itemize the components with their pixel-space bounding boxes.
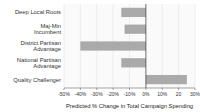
category-label: Quality Challenger [13,77,61,83]
tick-mark [178,88,179,90]
tick-label: 10% [157,91,168,97]
bar [125,25,146,34]
chart: -50% -40% -30% -20% -10% 0% 10% 20 30% Quality Ch… [0,0,200,112]
tick-label: -40% [75,91,87,97]
tick-label: -30% [91,91,103,97]
tick-mark [145,88,146,90]
grid-line [64,4,65,88]
tick-mark [162,88,163,90]
zero-line [145,4,146,88]
tick-label: -20% [107,91,119,97]
x-axis-line [64,88,195,89]
grid-line [195,4,196,88]
category-label: Deep Local Roots [15,9,61,15]
category-label: National PartisanAdvantage [17,57,61,69]
tick-mark [195,88,196,90]
tick-label: 30% [190,91,200,97]
tick-mark [96,88,97,90]
chart-container: -50% -40% -30% -20% -10% 0% 10% 20 30% Quality Ch… [0,0,200,112]
tick-mark [80,88,81,90]
plot-area [64,4,195,88]
tick-mark [129,88,130,90]
tick-label: -10% [124,91,136,97]
bar [121,58,146,67]
bar [80,41,146,50]
category-label: District PartisanAdvantage [20,40,61,52]
tick-mark [113,88,114,90]
x-axis-label: Predicted % Change in Total Campaign Spe… [66,103,193,109]
bar [146,75,187,84]
tick-label: 20 [176,91,182,97]
category-label: Maj-MinIncumbent [34,23,61,35]
bars [80,8,186,84]
bar [121,8,146,17]
tick-label: 0% [142,91,150,97]
tick-mark [64,88,65,90]
tick-label: -50% [58,91,70,97]
